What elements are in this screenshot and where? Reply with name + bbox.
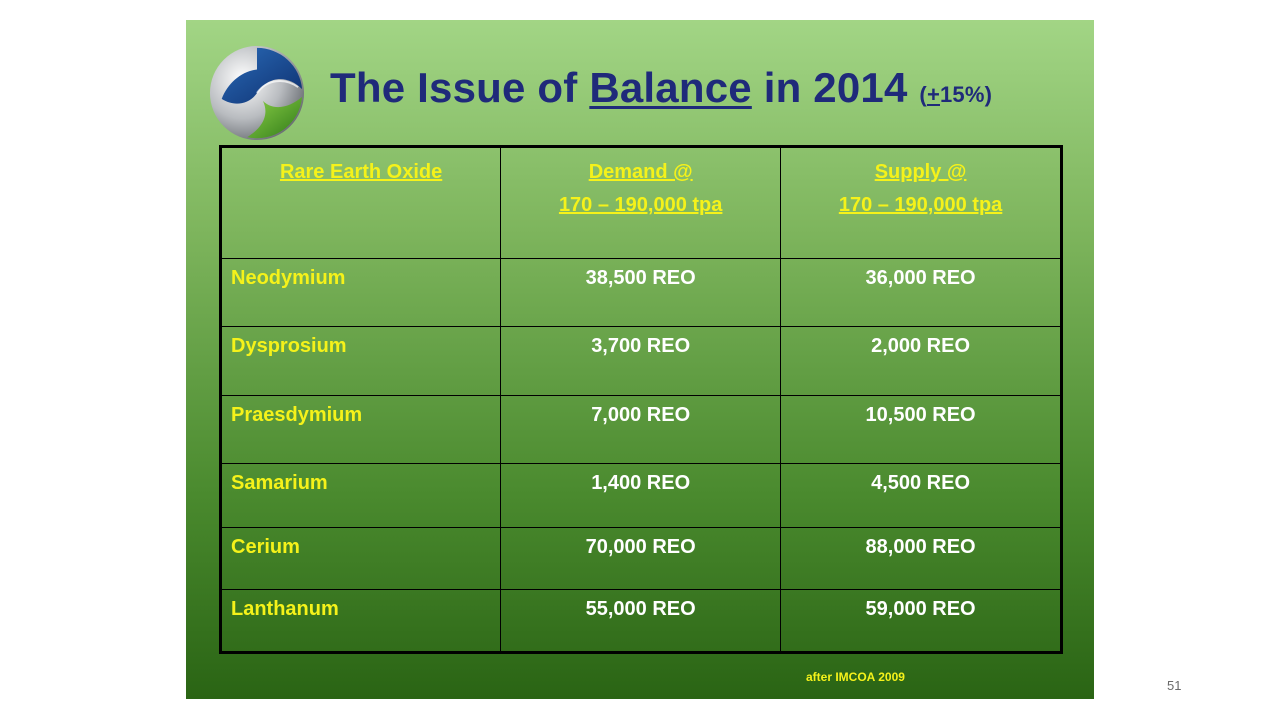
demand-value: 70,000 REO: [501, 528, 781, 590]
supply-value: 36,000 REO: [781, 259, 1062, 327]
oxide-name: Lanthanum: [221, 590, 501, 653]
table-row: Cerium 70,000 REO 88,000 REO: [221, 528, 1062, 590]
demand-value: 7,000 REO: [501, 396, 781, 464]
tolerance-open: (: [919, 82, 927, 107]
header-demand: Demand @ 170 – 190,000 tpa: [501, 147, 781, 259]
supply-value: 4,500 REO: [781, 464, 1062, 528]
supply-value: 2,000 REO: [781, 327, 1062, 396]
supply-value: 10,500 REO: [781, 396, 1062, 464]
demand-value: 38,500 REO: [501, 259, 781, 327]
source-note: after IMCOA 2009: [806, 670, 905, 684]
table-row: Neodymium 38,500 REO 36,000 REO: [221, 259, 1062, 327]
slide-title: The Issue of Balance in 2014 (+15%): [330, 64, 992, 112]
header-demand-line1: Demand @: [510, 156, 771, 189]
header-supply: Supply @ 170 – 190,000 tpa: [781, 147, 1062, 259]
header-supply-line1: Supply @: [790, 156, 1051, 189]
oxide-name: Samarium: [221, 464, 501, 528]
table-row: Praesdymium 7,000 REO 10,500 REO: [221, 396, 1062, 464]
header-rare-earth-oxide: Rare Earth Oxide: [221, 147, 501, 259]
title-prefix: The Issue of: [330, 64, 589, 111]
oxide-name: Dysprosium: [221, 327, 501, 396]
demand-value: 55,000 REO: [501, 590, 781, 653]
header-col1-label: Rare Earth Oxide: [231, 156, 491, 189]
swirl-logo-icon: [208, 44, 306, 142]
oxide-name: Cerium: [221, 528, 501, 590]
table-header-row: Rare Earth Oxide Demand @ 170 – 190,000 …: [221, 147, 1062, 259]
page-number: 51: [1167, 678, 1181, 693]
title-suffix: in 2014: [752, 64, 920, 111]
header-demand-line2: 170 – 190,000 tpa: [510, 189, 771, 222]
title-emphasis: Balance: [589, 64, 752, 111]
table-row: Lanthanum 55,000 REO 59,000 REO: [221, 590, 1062, 653]
supply-value: 59,000 REO: [781, 590, 1062, 653]
table-row: Samarium 1,400 REO 4,500 REO: [221, 464, 1062, 528]
tolerance-rest: 15%): [940, 82, 992, 107]
oxide-name: Neodymium: [221, 259, 501, 327]
demand-value: 3,700 REO: [501, 327, 781, 396]
demand-value: 1,400 REO: [501, 464, 781, 528]
header-supply-line2: 170 – 190,000 tpa: [790, 189, 1051, 222]
title-tolerance: (+15%): [919, 82, 992, 107]
oxide-name: Praesdymium: [221, 396, 501, 464]
table-row: Dysprosium 3,700 REO 2,000 REO: [221, 327, 1062, 396]
tolerance-plus: +: [927, 82, 940, 107]
supply-value: 88,000 REO: [781, 528, 1062, 590]
slide: The Issue of Balance in 2014 (+15%) Rare…: [186, 20, 1094, 699]
balance-table: Rare Earth Oxide Demand @ 170 – 190,000 …: [219, 145, 1063, 654]
